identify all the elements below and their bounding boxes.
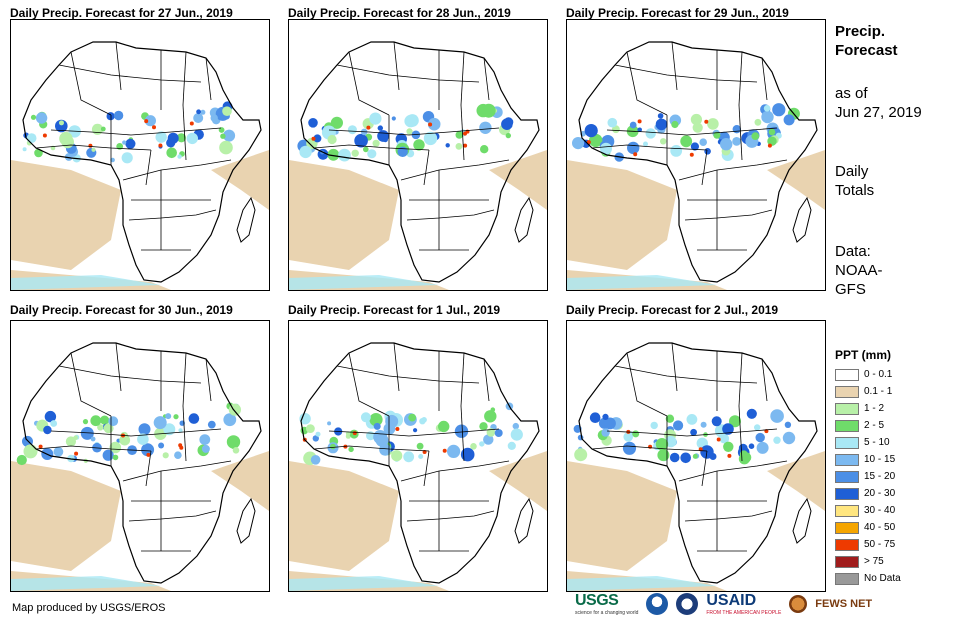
panel-title: Daily Precip. Forecast for 30 Jun., 2019 [10, 303, 233, 317]
map-heading: Precip. Forecast [835, 22, 898, 60]
data-line2: NOAA- [835, 262, 883, 279]
legend-label: 5 - 10 [864, 437, 890, 448]
legend-swatch [835, 555, 859, 568]
legend-item: 20 - 30 [835, 485, 901, 502]
panel-title: Daily Precip. Forecast for 1 Jul., 2019 [288, 303, 501, 317]
africa-map [567, 342, 825, 591]
legend-swatch [835, 572, 859, 585]
usaid-seal-icon [676, 593, 699, 615]
panel-title: Daily Precip. Forecast for 2 Jul., 2019 [566, 303, 779, 317]
legend-title: PPT (mm) [835, 348, 892, 362]
legend-swatch [835, 504, 859, 517]
forecast-map-6 [566, 320, 826, 592]
legend-label: 40 - 50 [864, 522, 896, 533]
legend-swatch [835, 487, 859, 500]
africa-map [11, 342, 269, 591]
legend-item: 5 - 10 [835, 434, 901, 451]
legend-label: 50 - 75 [864, 539, 896, 550]
legend-label: 20 - 30 [864, 488, 896, 499]
legend-item: 0.1 - 1 [835, 383, 901, 400]
data-source: Data: NOAA- GFS [835, 242, 883, 299]
heading-line2: Forecast [835, 42, 898, 59]
usgs-logo: USGS science for a changing world [575, 592, 638, 616]
fews-logo: FEWS NET [815, 598, 873, 610]
totals-line2: Totals [835, 182, 875, 199]
totals-label: Daily Totals [835, 162, 874, 200]
legend-item: 10 - 15 [835, 451, 901, 468]
legend-swatch [835, 436, 859, 449]
legend-label: 2 - 5 [864, 420, 885, 431]
fews-globe-icon [789, 595, 808, 613]
legend-item: 50 - 75 [835, 536, 901, 553]
legend-swatch [835, 538, 859, 551]
noaa-logo-icon [646, 593, 669, 615]
as-of-date: as of Jun 27, 2019 [835, 84, 922, 122]
legend-label: 0.1 - 1 [864, 386, 893, 397]
legend-swatch [835, 470, 859, 483]
legend-item: 40 - 50 [835, 519, 901, 536]
africa-map [289, 342, 547, 591]
legend-item: No Data [835, 570, 901, 587]
forecast-map-2 [288, 19, 548, 291]
asof-line1: as of [835, 85, 868, 102]
usgs-logo-text: USGS [575, 592, 619, 609]
legend-swatch [835, 521, 859, 534]
africa-map [289, 41, 547, 290]
legend-item: 30 - 40 [835, 502, 901, 519]
legend-label: 0 - 0.1 [864, 369, 893, 380]
legend-item: > 75 [835, 553, 901, 570]
legend-swatch [835, 368, 859, 381]
legend-label: 1 - 2 [864, 403, 885, 414]
usaid-logo-text: USAID [706, 592, 757, 609]
totals-line1: Daily [835, 163, 869, 180]
legend-item: 0 - 0.1 [835, 366, 901, 383]
asof-line2: Jun 27, 2019 [835, 104, 922, 121]
legend-item: 2 - 5 [835, 417, 901, 434]
africa-map [11, 41, 269, 290]
data-line3: GFS [835, 281, 866, 298]
panel-title: Daily Precip. Forecast for 28 Jun., 2019 [288, 6, 511, 20]
forecast-map-5 [288, 320, 548, 592]
credit-text: Map produced by USGS/EROS [12, 602, 166, 614]
legend-swatch [835, 419, 859, 432]
forecast-map-4 [10, 320, 270, 592]
legend-label: > 75 [864, 556, 884, 567]
forecast-map-3 [566, 19, 826, 291]
legend-swatch [835, 453, 859, 466]
legend-label: No Data [864, 573, 901, 584]
legend-label: 30 - 40 [864, 505, 896, 516]
logo-strip: USGS science for a changing world USAID … [575, 592, 872, 616]
africa-map [567, 41, 825, 290]
legend-swatch [835, 402, 859, 415]
legend-item: 15 - 20 [835, 468, 901, 485]
legend-label: 10 - 15 [864, 454, 896, 465]
panel-title: Daily Precip. Forecast for 27 Jun., 2019 [10, 6, 233, 20]
usaid-logo: USAID FROM THE AMERICAN PEOPLE [706, 592, 781, 616]
usaid-tagline: FROM THE AMERICAN PEOPLE [706, 610, 782, 616]
data-line1: Data: [835, 243, 871, 260]
usgs-tagline: science for a changing world [575, 610, 639, 616]
legend-swatch [835, 385, 859, 398]
forecast-map-1 [10, 19, 270, 291]
legend-item: 1 - 2 [835, 400, 901, 417]
legend-label: 15 - 20 [864, 471, 896, 482]
panel-title: Daily Precip. Forecast for 29 Jun., 2019 [566, 6, 789, 20]
heading-line1: Precip. [835, 23, 886, 40]
precip-legend: 0 - 0.1 0.1 - 1 1 - 2 2 - 5 5 - 10 10 - 15 15 … [835, 366, 901, 587]
